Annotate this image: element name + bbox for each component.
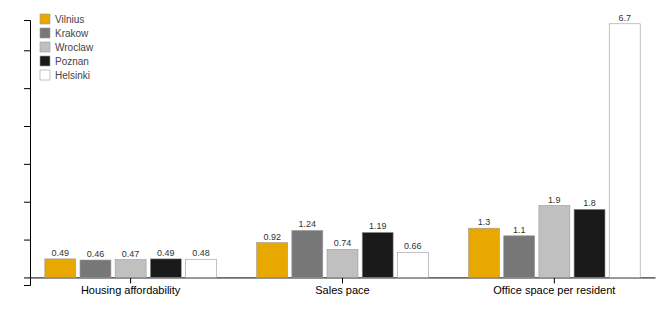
- data-label: 0.46: [87, 249, 105, 259]
- x-tick-mark: [554, 277, 555, 283]
- bar: [469, 228, 500, 277]
- data-label: 1.3: [478, 217, 491, 227]
- bar: [45, 259, 76, 278]
- data-label: 0.48: [192, 248, 210, 258]
- legend-swatch: [40, 56, 50, 66]
- bar: [292, 230, 323, 277]
- bar: [186, 259, 217, 277]
- legend-label: Wroclaw: [55, 42, 94, 53]
- x-tick: Sales pace: [315, 277, 369, 296]
- y-tick: [24, 240, 30, 241]
- legend-swatch: [40, 28, 50, 38]
- x-tick: Office space per resident: [493, 277, 615, 296]
- data-label: 0.74: [334, 238, 352, 248]
- bar: [80, 260, 111, 277]
- bars: [45, 24, 640, 278]
- bar: [397, 252, 428, 277]
- y-axis-line: [24, 21, 31, 286]
- legend-label: Helsinki: [55, 70, 90, 81]
- y-tick: [24, 126, 30, 127]
- y-tick-mark: [24, 164, 30, 165]
- data-label: 1.8: [583, 198, 596, 208]
- y-tick-mark: [24, 277, 30, 278]
- data-label: 1.1: [513, 225, 526, 235]
- x-tick-label: Housing affordability: [81, 284, 181, 296]
- x-tick-label: Sales pace: [315, 284, 369, 296]
- data-label: 1.24: [299, 219, 317, 229]
- data-label: 0.47: [122, 249, 140, 259]
- x-tick-mark: [130, 277, 131, 283]
- data-label: 0.66: [404, 241, 422, 251]
- bar: [150, 259, 181, 278]
- legend-label: Krakow: [55, 28, 89, 39]
- y-tick: [24, 277, 30, 278]
- y-tick-mark: [24, 50, 30, 51]
- y-tick: [24, 164, 30, 165]
- bar: [362, 232, 393, 277]
- bar: [574, 209, 605, 277]
- x-tick: Housing affordability: [81, 277, 181, 296]
- y-tick: [24, 50, 30, 51]
- y-tick-mark: [24, 88, 30, 89]
- data-label: 6.7: [618, 13, 631, 23]
- data-label: 0.49: [157, 248, 175, 258]
- data-label: 0.92: [263, 232, 281, 242]
- data-labels: 0.49 0.92 1.3 0.46 1.24 1.1 0.47 0.74 1.9 0.49 1.1…: [52, 13, 631, 259]
- legend-swatch: [40, 14, 50, 24]
- bar: [327, 249, 358, 277]
- x-tick-label: Office space per resident: [493, 284, 615, 296]
- legend-item: Helsinki: [40, 70, 90, 81]
- y-tick: [24, 202, 30, 203]
- bar: [504, 236, 535, 278]
- data-label: 0.49: [52, 248, 70, 258]
- bar: [609, 24, 640, 278]
- bar: [539, 206, 570, 278]
- legend-label: Vilnius: [55, 14, 84, 25]
- data-label: 1.19: [369, 221, 387, 231]
- data-label: 1.9: [548, 195, 561, 205]
- legend-item: Krakow: [40, 28, 89, 39]
- y-tick-mark: [24, 240, 30, 241]
- legend-swatch: [40, 42, 50, 52]
- chart: Housing affordability Sales pace Office sp…: [0, 0, 670, 311]
- bar: [115, 260, 146, 278]
- legend-item: Vilnius: [40, 14, 84, 25]
- y-tick-mark: [24, 126, 30, 127]
- legend-item: Wroclaw: [40, 42, 94, 53]
- legend-swatch: [40, 70, 50, 80]
- x-axis: Housing affordability Sales pace Office sp…: [31, 277, 656, 296]
- legend-label: Poznan: [55, 56, 89, 67]
- x-tick-mark: [342, 277, 343, 283]
- y-tick: [24, 88, 30, 89]
- bar: [257, 243, 288, 278]
- y-tick-mark: [24, 202, 30, 203]
- legend-item: Poznan: [40, 56, 89, 67]
- legend: Vilnius Krakow Wroclaw Poznan Helsinki: [40, 14, 94, 81]
- y-axis: [24, 21, 31, 286]
